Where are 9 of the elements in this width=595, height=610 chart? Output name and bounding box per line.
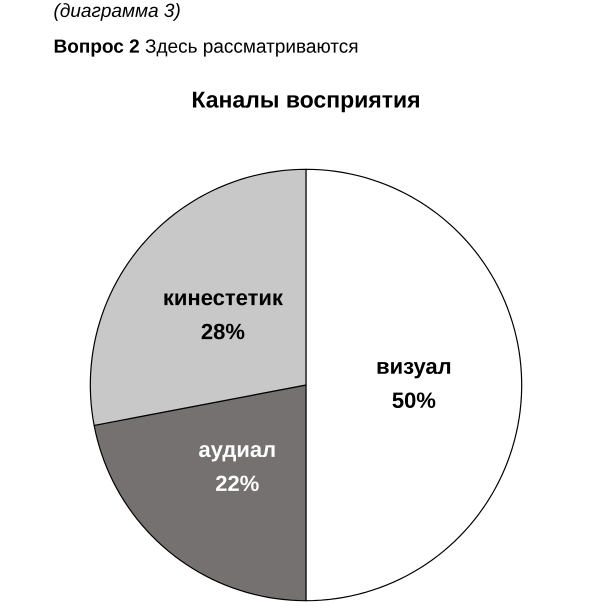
text: Вопрос 2 Здесь рассматриваются — [54, 39, 358, 57]
slice-label: кинестетик — [164, 293, 283, 306]
text: (диаграмма 3) — [54, 3, 180, 21]
data-label: 50% — [392, 392, 436, 408]
data-label: 22% — [216, 476, 259, 492]
slice-label: визуал — [378, 362, 450, 378]
slice-label: аудиал — [199, 445, 275, 462]
data-label: 28% — [202, 324, 244, 340]
chart-title: Каналы восприятия — [192, 92, 419, 112]
